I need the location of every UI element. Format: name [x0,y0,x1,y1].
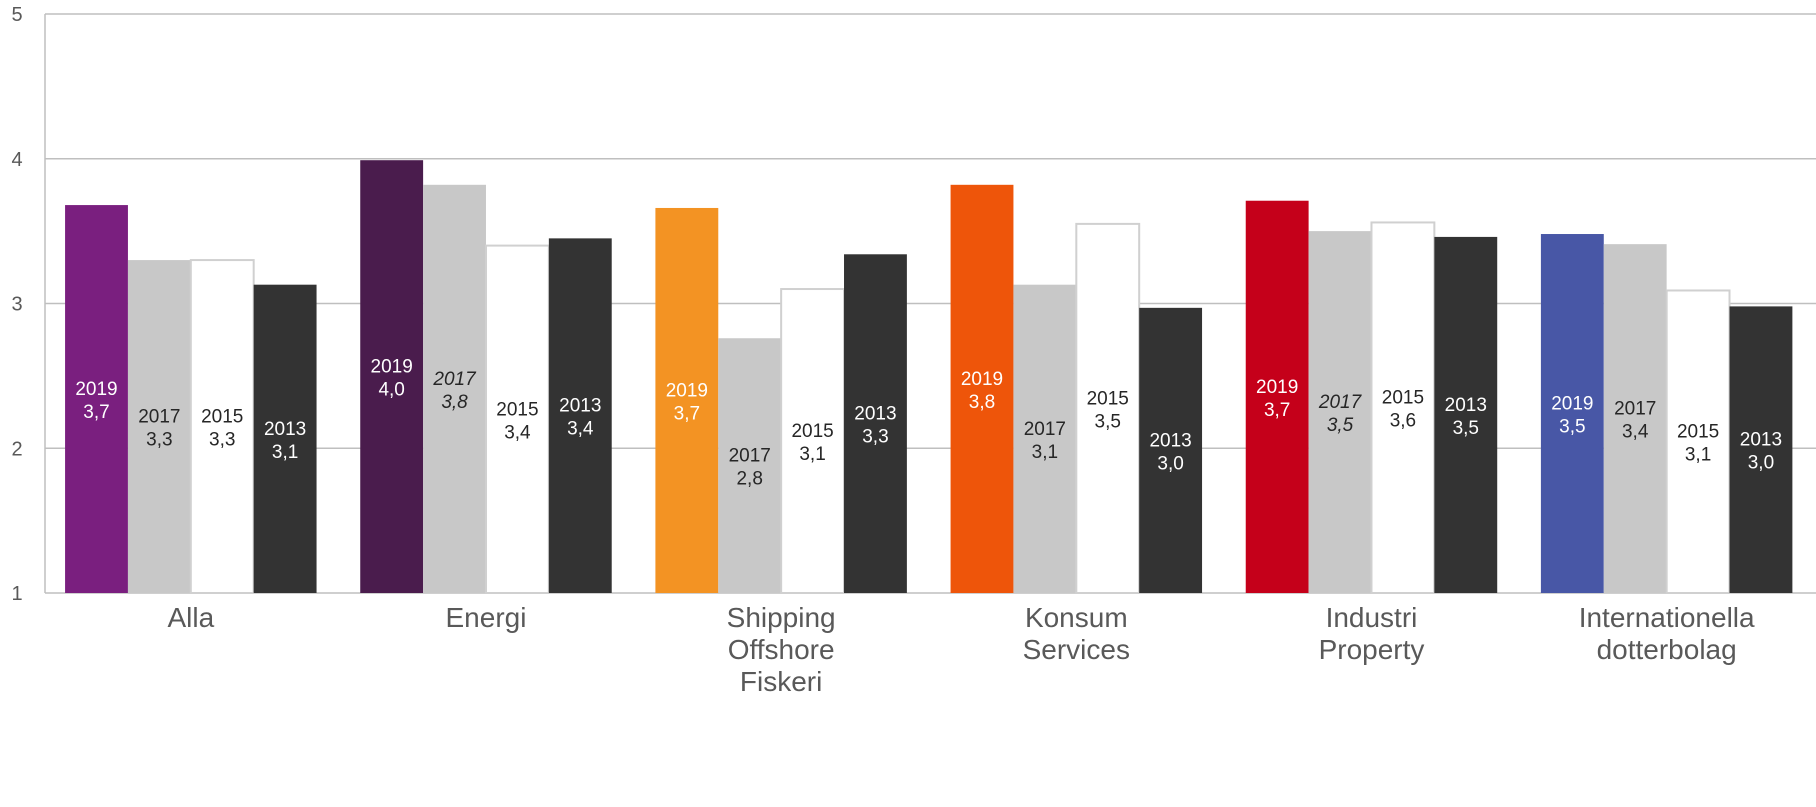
y-tick-label: 1 [11,583,22,605]
data-label-2017-0: 2017 3,3 [138,407,180,451]
bar-2017-2 [718,338,782,593]
data-label-2015-3: 2015 3,5 [1087,388,1129,432]
category-label: Konsum Services [1023,602,1130,665]
bar-2019-2 [655,207,719,593]
y-tick-label: 4 [11,149,22,171]
data-label-2019-1: 2019 4,0 [371,357,413,401]
data-label-2017-3: 2017 3,1 [1024,419,1066,463]
bar-2013-0 [253,284,317,593]
bar-2017-5 [1603,244,1667,593]
data-label-2013-3: 2013 3,0 [1149,430,1191,474]
data-label-2019-0: 2019 3,7 [75,379,117,423]
category-label: Energi [446,602,527,633]
data-label-2017-4: 2017 3,5 [1318,392,1363,436]
bar-2013-2 [844,254,907,593]
bars [65,160,1793,594]
category-label: Shipping Offshore Fiskeri [727,602,836,697]
bar-2013-3 [1139,307,1203,593]
category-label: Alla [167,602,214,633]
data-label-2017-1: 2017 3,8 [432,369,477,413]
bar-2017-1 [423,184,486,593]
data-label-2015-1: 2015 3,4 [496,399,538,443]
bar-2013-4 [1434,236,1498,594]
data-label-2013-5: 2013 3,0 [1740,430,1782,474]
data-label-2019-4: 2019 3,7 [1256,377,1298,421]
bar-2015-0 [189,259,255,594]
data-label-2015-5: 2015 3,1 [1677,422,1719,466]
data-label-2019-2: 2019 3,7 [666,380,708,424]
bar-2019-5 [1540,234,1604,593]
data-label-2013-1: 2013 3,4 [559,396,601,440]
y-tick-label: 3 [11,294,22,316]
x-axis: Alla Energi Shipping Offshore Fiskeri Konsum S… [167,602,1755,697]
data-label-2017-5: 2017 3,4 [1614,399,1656,443]
data-label-2013-0: 2013 3,1 [264,419,306,463]
bar-2017-0 [127,260,191,593]
bar-2019-4 [1245,200,1309,594]
data-label-2013-4: 2013 3,5 [1445,395,1487,439]
bar-2017-3 [1013,284,1077,593]
data-label-2015-4: 2015 3,6 [1382,388,1424,432]
bar-2015-3 [1075,222,1141,594]
data-label-2015-0: 2015 3,3 [201,407,243,451]
category-label: Industri Property [1319,602,1425,665]
bar-2017-4 [1308,231,1372,593]
data-label-2013-2: 2013 3,3 [854,404,896,448]
data-labels: 2019 3,7 2017 3,3 2015 3,3 2013 3,1 2019 4,0 2017 3… [75,357,1782,490]
category-label: Internationella dotterbolag [1579,602,1755,665]
data-label-2015-2: 2015 3,1 [791,421,833,465]
y-tick-label: 5 [11,4,22,26]
bar-2013-1 [548,238,612,594]
y-axis: 1 2 3 4 5 [11,4,46,605]
y-tick-label: 2 [11,438,22,460]
bar-2019-3 [950,184,1014,593]
data-label-2019-5: 2019 3,5 [1551,394,1593,438]
bar-2015-2 [780,288,846,594]
bar-2019-0 [65,205,128,593]
gridlines [45,13,1816,594]
data-label-2019-3: 2019 3,8 [961,369,1003,413]
data-label-2017-2: 2017 2,8 [729,446,771,490]
bar-2013-5 [1729,306,1793,593]
bar-2015-5 [1665,289,1731,594]
bar-2019-1 [360,160,424,593]
